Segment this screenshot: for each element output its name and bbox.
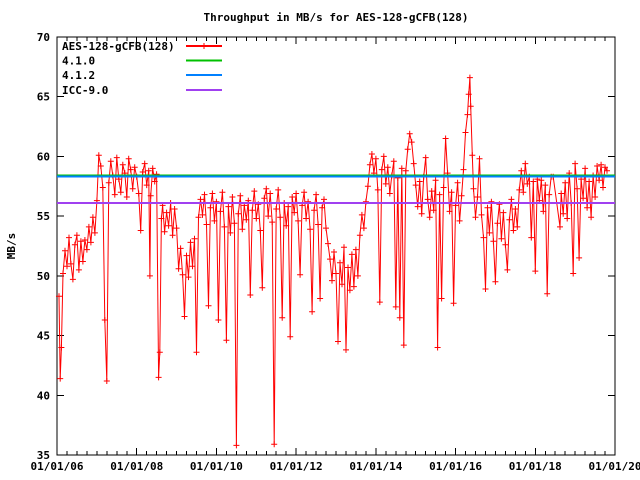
x-tick-label: 01/01/18 bbox=[509, 460, 562, 473]
legend-label-v4-1-0: 4.1.0 bbox=[62, 55, 95, 68]
y-tick-label: 40 bbox=[37, 389, 50, 402]
legend-marker-aes-128-gcfb-128 bbox=[201, 43, 207, 49]
chart-title: Throughput in MB/s for AES-128-gCFB(128) bbox=[204, 11, 469, 24]
y-tick-label: 65 bbox=[37, 91, 50, 104]
y-tick-label: 60 bbox=[37, 150, 50, 163]
x-tick-label: 01/01/06 bbox=[31, 460, 84, 473]
y-tick-label: 35 bbox=[37, 449, 50, 462]
x-tick-label: 01/01/08 bbox=[110, 460, 163, 473]
x-tick-label: 01/01/10 bbox=[190, 460, 243, 473]
y-tick-label: 50 bbox=[37, 270, 50, 283]
series-line-aes-128-gcfb-128 bbox=[58, 77, 608, 446]
plot-area: 35 40 45 50 55 60 65 70 01/01/06 01/01/08 01/01/10… bbox=[31, 31, 640, 473]
legend: AES-128-gCFB(128) 4.1.04.1.2 ICC-9.0 bbox=[62, 40, 222, 97]
y-tick-label: 45 bbox=[37, 330, 50, 343]
x-tick-label: 01/01/14 bbox=[349, 460, 402, 473]
plot-border bbox=[56, 36, 616, 456]
y-tick-label: 55 bbox=[37, 210, 50, 223]
x-tick-label: 01/01/20 bbox=[589, 460, 640, 473]
y-tick-label: 70 bbox=[37, 31, 50, 44]
legend-label-aes-128-gcfb-128: AES-128-gCFB(128) bbox=[62, 40, 175, 53]
legend-label-icc-9-0: ICC-9.0 bbox=[62, 84, 108, 97]
x-tick-label: 01/01/16 bbox=[429, 460, 482, 473]
x-tick-label: 01/01/12 bbox=[270, 460, 323, 473]
y-axis-label: MB/s bbox=[5, 233, 18, 260]
y-axis-ticks: 35 40 45 50 55 60 65 70 bbox=[37, 31, 615, 462]
legend-label-v4-1-2: 4.1.2 bbox=[62, 69, 95, 82]
x-axis-ticks: 01/01/06 01/01/08 01/01/10 01/01/12 01/01/14… bbox=[31, 37, 640, 473]
